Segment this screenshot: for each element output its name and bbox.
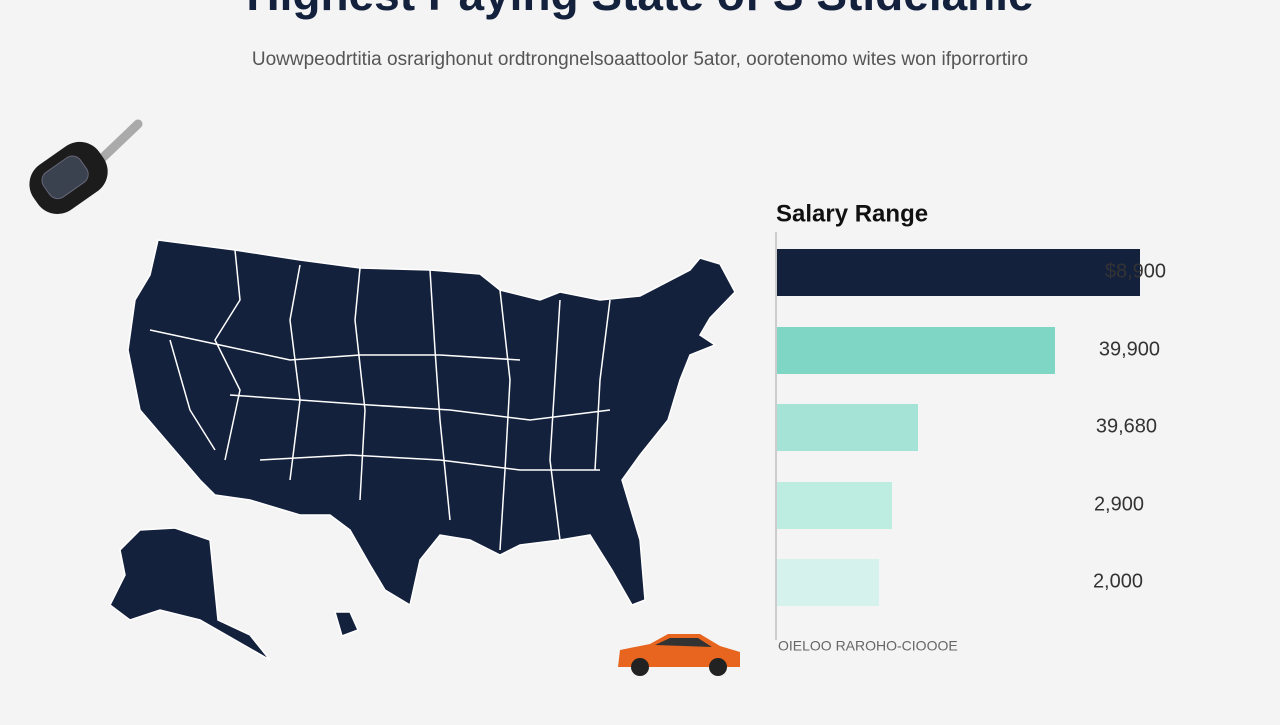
key-icon — [29, 119, 143, 214]
bar — [777, 404, 918, 451]
bar — [777, 482, 892, 529]
bar-label: 39,900 — [1099, 338, 1160, 360]
legend-title: Salary Range — [776, 200, 928, 227]
bar-label: $8,900 — [1105, 260, 1166, 282]
us-map — [109, 239, 736, 661]
subtitle: Uowwpeodrtitia osrarighonut ordtrongnels… — [252, 49, 1028, 70]
bar-label: 2,000 — [1093, 570, 1143, 592]
footer-note: OIELOO RAROHO-CIOOOE — [778, 638, 958, 654]
car-icon — [618, 634, 740, 676]
bar — [777, 559, 879, 606]
bar — [777, 327, 1055, 374]
title: Highest Paying State of S Stidelanie — [246, 0, 1033, 20]
bar-label: 2,900 — [1094, 493, 1144, 515]
bar-label: 39,680 — [1096, 415, 1157, 437]
bar — [777, 249, 1140, 296]
